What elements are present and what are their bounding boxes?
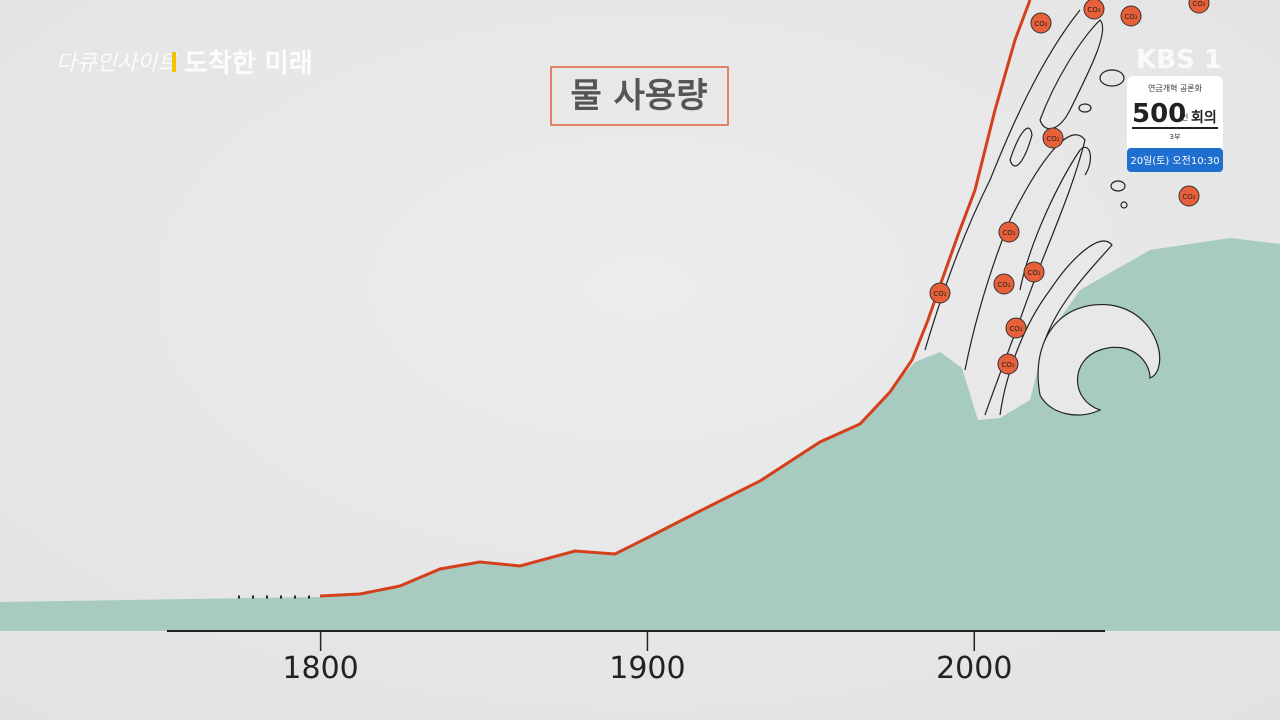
co2-bubble	[1083, 0, 1105, 20]
co2-bubble	[997, 353, 1019, 375]
wave-curl	[1037, 304, 1161, 416]
co2-bubble	[1120, 5, 1142, 27]
co2-label: CO₂	[1034, 20, 1047, 28]
title-box	[550, 66, 729, 126]
badge-part: 3부	[1170, 133, 1181, 141]
co2-label: CO₂	[1192, 0, 1205, 8]
co2-label: CO₂	[1182, 193, 1195, 201]
x-tick-label: 1800	[282, 651, 358, 686]
x-tick-label: 2000	[936, 651, 1012, 686]
trend-line	[319, 0, 1032, 598]
co2-bubble	[1188, 0, 1210, 14]
water-area	[0, 238, 1280, 631]
badge-number: 500	[1132, 99, 1186, 129]
badge-top: 연금개혁 공론화	[1148, 83, 1203, 93]
logo-separator	[172, 52, 176, 72]
co2-label: CO₂	[933, 290, 946, 298]
episode-title: 도착한 미래	[184, 49, 313, 79]
badge-time: 20일(토) 오전10:30	[1130, 155, 1219, 167]
co2-label: CO₂	[1027, 269, 1040, 277]
co2-label: CO₂	[1087, 6, 1100, 14]
co2-bubble	[1023, 261, 1045, 283]
co2-label: CO₂	[997, 281, 1010, 289]
badge-time-box	[1127, 148, 1223, 172]
co2-bubble	[998, 221, 1020, 243]
co2-bubble	[1042, 127, 1064, 149]
co2-bubble	[1030, 12, 1052, 34]
co2-label: CO₂	[1046, 135, 1059, 143]
co2-bubble	[993, 273, 1015, 295]
co2-label: CO₂	[1002, 229, 1015, 237]
channel-logo: KBS 1	[1136, 45, 1222, 75]
co2-bubble	[1178, 185, 1200, 207]
co2-bubbles: CO₂ CO₂ CO₂ CO₂ CO₂ CO₂ CO₂ CO₂ CO₂ CO₂ CO₂ CO₂	[929, 0, 1210, 375]
badge-unit: 인	[1181, 112, 1188, 122]
chart-title: 물 사용량	[571, 76, 708, 116]
program-logo: 다큐인사이트	[56, 51, 178, 76]
co2-label: CO₂	[1124, 13, 1137, 21]
co2-bubble	[929, 282, 951, 304]
x-tick-label: 1900	[609, 651, 685, 686]
badge-word: 회의	[1191, 109, 1217, 126]
co2-bubble	[1005, 317, 1027, 339]
x-ticks: 1800 1900 2000	[282, 631, 1012, 686]
co2-label: CO₂	[1001, 361, 1014, 369]
co2-label: CO₂	[1009, 325, 1022, 333]
